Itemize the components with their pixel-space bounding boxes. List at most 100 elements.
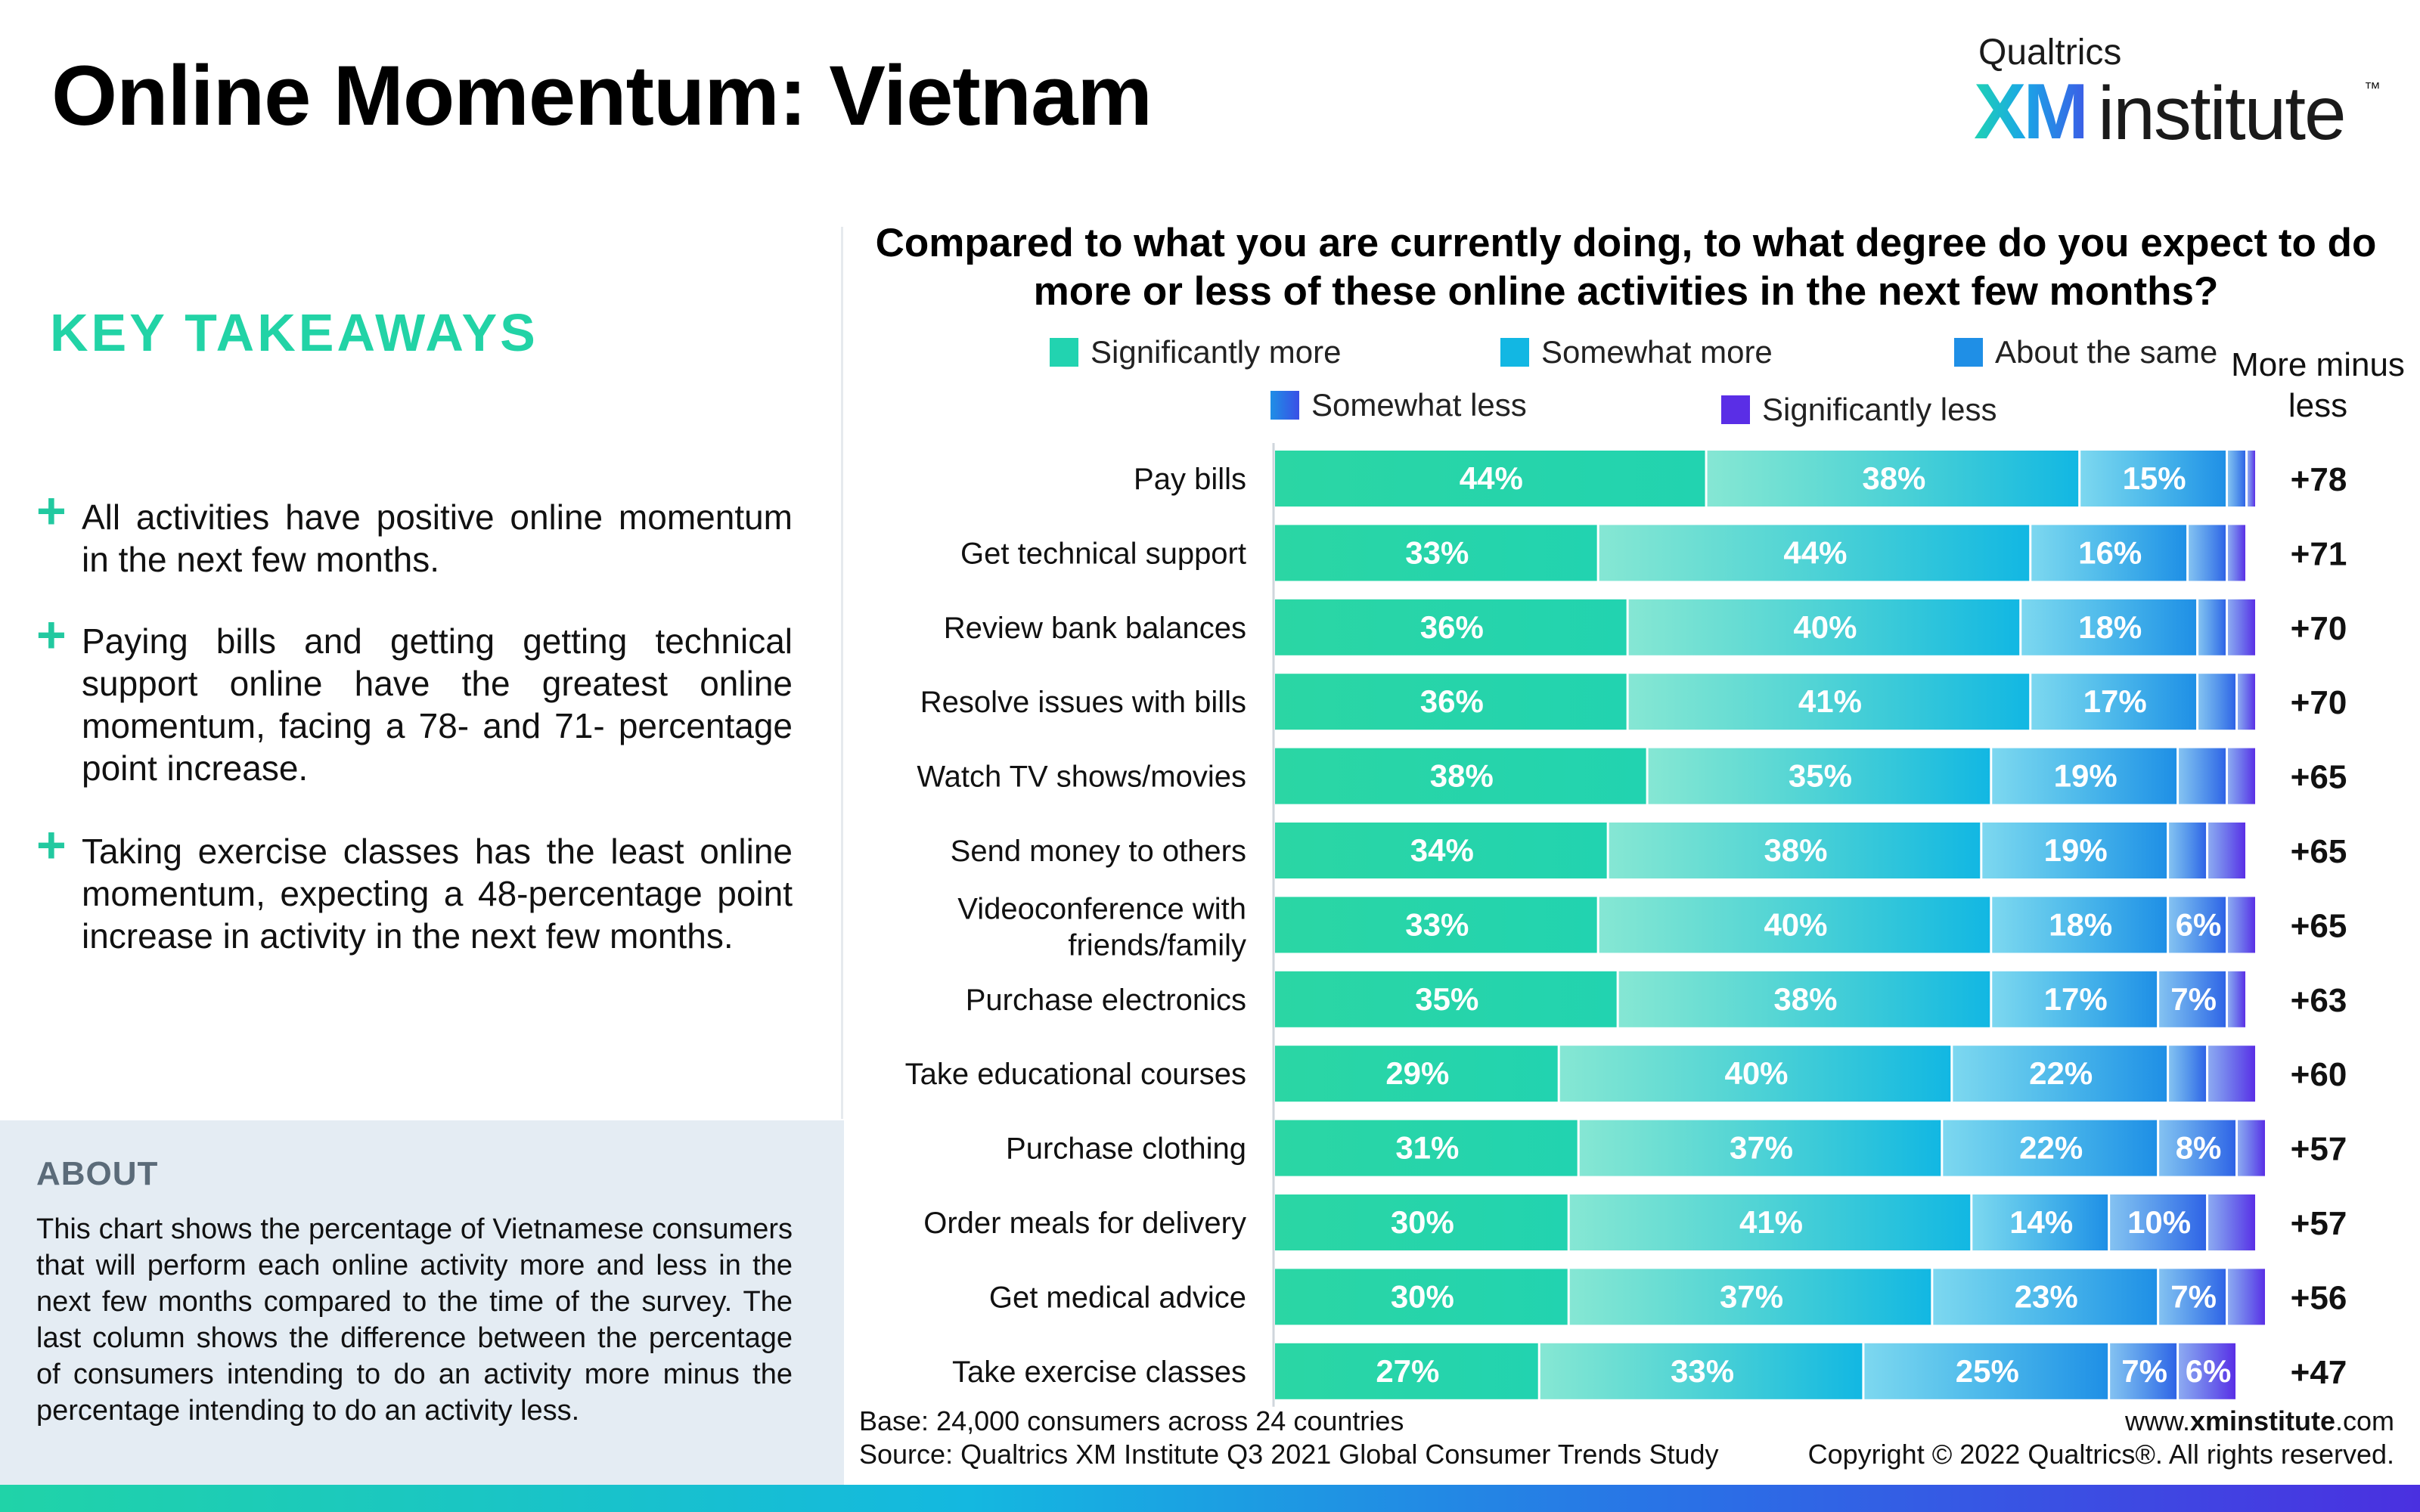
- xm-institute-logo: Qualtrics XM institute ™: [1974, 29, 2397, 156]
- net-value: +70: [2291, 610, 2347, 647]
- bar-segment: [1992, 897, 2167, 953]
- data-label: 38%: [1430, 758, 1494, 794]
- legend-somewhat-less: Somewhat less: [1270, 387, 1527, 423]
- legend-label: Significantly more: [1091, 334, 1342, 370]
- bar-segment: [1275, 525, 1597, 581]
- bar-segment: [1599, 525, 2030, 581]
- bar-segment: [2238, 674, 2256, 730]
- key-takeaways-heading: KEY TAKEAWAYS: [50, 303, 538, 362]
- data-label: 38%: [1862, 460, 1925, 496]
- legend-about-the-same: About the same: [1954, 334, 2217, 370]
- category-label: Take exercise classes: [952, 1356, 1246, 1389]
- data-label: 36%: [1420, 683, 1484, 719]
- data-label: 17%: [2083, 683, 2147, 719]
- bottom-gradient-band: [0, 1485, 2420, 1512]
- bar-segment: [1943, 1120, 2158, 1176]
- bar-segment: [1982, 823, 2167, 878]
- bar-segment: [1275, 971, 1617, 1027]
- category-label: Get medical advice: [989, 1281, 1246, 1314]
- bar-segment: [1864, 1343, 2108, 1399]
- data-label: 22%: [2019, 1130, 2083, 1166]
- data-label: 27%: [1376, 1353, 1439, 1389]
- net-value: +65: [2291, 833, 2347, 870]
- bar-segment: [2238, 1120, 2265, 1176]
- logo-institute-text: institute: [2098, 71, 2347, 156]
- legend-swatch-icon: [1721, 395, 1750, 424]
- plus-icon: +: [36, 482, 67, 540]
- bar-segment: [2228, 525, 2246, 581]
- data-label: 33%: [1671, 1353, 1734, 1389]
- data-label: 44%: [1460, 460, 1523, 496]
- bar-segment: [1599, 897, 1990, 953]
- chart-title: Compared to what you are currently doing…: [875, 221, 2377, 314]
- legend-label: About the same: [1995, 334, 2218, 370]
- takeaway-text: Taking exercise classes has the least on…: [82, 832, 793, 956]
- bar-segment: [1618, 971, 1990, 1027]
- bar-segment: [1275, 1343, 1538, 1399]
- bar-segment: [2208, 1194, 2256, 1250]
- bar-segment: [1579, 1120, 1941, 1176]
- net-value: +60: [2291, 1056, 2347, 1093]
- takeaway-item: + Taking exercise classes has the least …: [36, 820, 793, 957]
- data-label: 37%: [1730, 1130, 1793, 1166]
- bar-segment: [2228, 971, 2246, 1027]
- data-label: 18%: [2078, 609, 2142, 645]
- logo-trademark: ™: [2364, 79, 2381, 98]
- plus-icon: +: [36, 816, 67, 874]
- bar-segment: [1275, 1120, 1578, 1176]
- bar-segment: [1275, 1269, 1568, 1325]
- net-value: +57: [2291, 1131, 2347, 1168]
- bar-segment: [1275, 823, 1607, 878]
- bar-segment: [1972, 1194, 2108, 1250]
- bar-segment: [1992, 971, 2158, 1027]
- bar-segment: [1275, 897, 1597, 953]
- data-label: 25%: [1956, 1353, 2019, 1389]
- bar-segment: [1707, 451, 2079, 507]
- footer-url[interactable]: www.xminstitute.com: [1664, 1405, 2394, 1438]
- bar-segment: [2198, 674, 2236, 730]
- bar-segment: [2228, 599, 2256, 655]
- legend-swatch-icon: [1954, 338, 1983, 367]
- legend-swatch-icon: [1270, 391, 1299, 420]
- legend-somewhat-more: Somewhat more: [1500, 334, 1773, 370]
- bar-segment: [2080, 451, 2226, 507]
- category-label: Purchase electronics: [966, 984, 1246, 1017]
- bar-segment: [1933, 1269, 2158, 1325]
- data-label: 40%: [1764, 906, 1827, 942]
- legend-label: Somewhat more: [1541, 334, 1773, 370]
- url-suffix: .com: [2335, 1405, 2394, 1436]
- bar-segment: [1275, 1046, 1558, 1102]
- bar-segment: [1275, 1194, 1568, 1250]
- about-panel: ABOUT This chart shows the percentage of…: [0, 1120, 844, 1485]
- net-column-header: More minus less: [2231, 346, 2405, 424]
- legend-significantly-less: Significantly less: [1721, 392, 1996, 428]
- data-label: 30%: [1391, 1278, 1454, 1314]
- data-label: 18%: [2049, 906, 2112, 942]
- footer-base: Base: 24,000 consumers across 24 countri…: [859, 1405, 1404, 1436]
- category-label: Purchase clothing: [1006, 1132, 1246, 1166]
- category-label: Take educational courses: [905, 1058, 1246, 1091]
- bar-segment: [2159, 971, 2226, 1027]
- panel-divider: [841, 227, 843, 1119]
- data-label: 35%: [1789, 758, 1852, 794]
- bar-segment: [2169, 897, 2226, 953]
- category-label: Pay bills: [1134, 463, 1246, 496]
- bar-segment: [1628, 674, 2030, 730]
- data-label: 10%: [2127, 1204, 2191, 1240]
- bar-segment: [1992, 748, 2177, 804]
- legend-label: Somewhat less: [1311, 387, 1527, 423]
- url-prefix: www.: [2124, 1405, 2190, 1436]
- data-label: 41%: [1798, 683, 1862, 719]
- bar-segment: [2169, 1046, 2207, 1102]
- bar-segment: [1559, 1046, 1951, 1102]
- net-value: +56: [2291, 1279, 2347, 1316]
- data-label: 38%: [1773, 981, 1837, 1017]
- bar-segment: [1953, 1046, 2167, 1102]
- data-label: 44%: [1783, 534, 1847, 570]
- legend-swatch-icon: [1050, 338, 1078, 367]
- data-label: 33%: [1405, 906, 1469, 942]
- about-text: This chart shows the percentage of Vietn…: [36, 1213, 793, 1427]
- legend-significantly-more: Significantly more: [1050, 334, 1341, 370]
- bar-segment: [2110, 1343, 2177, 1399]
